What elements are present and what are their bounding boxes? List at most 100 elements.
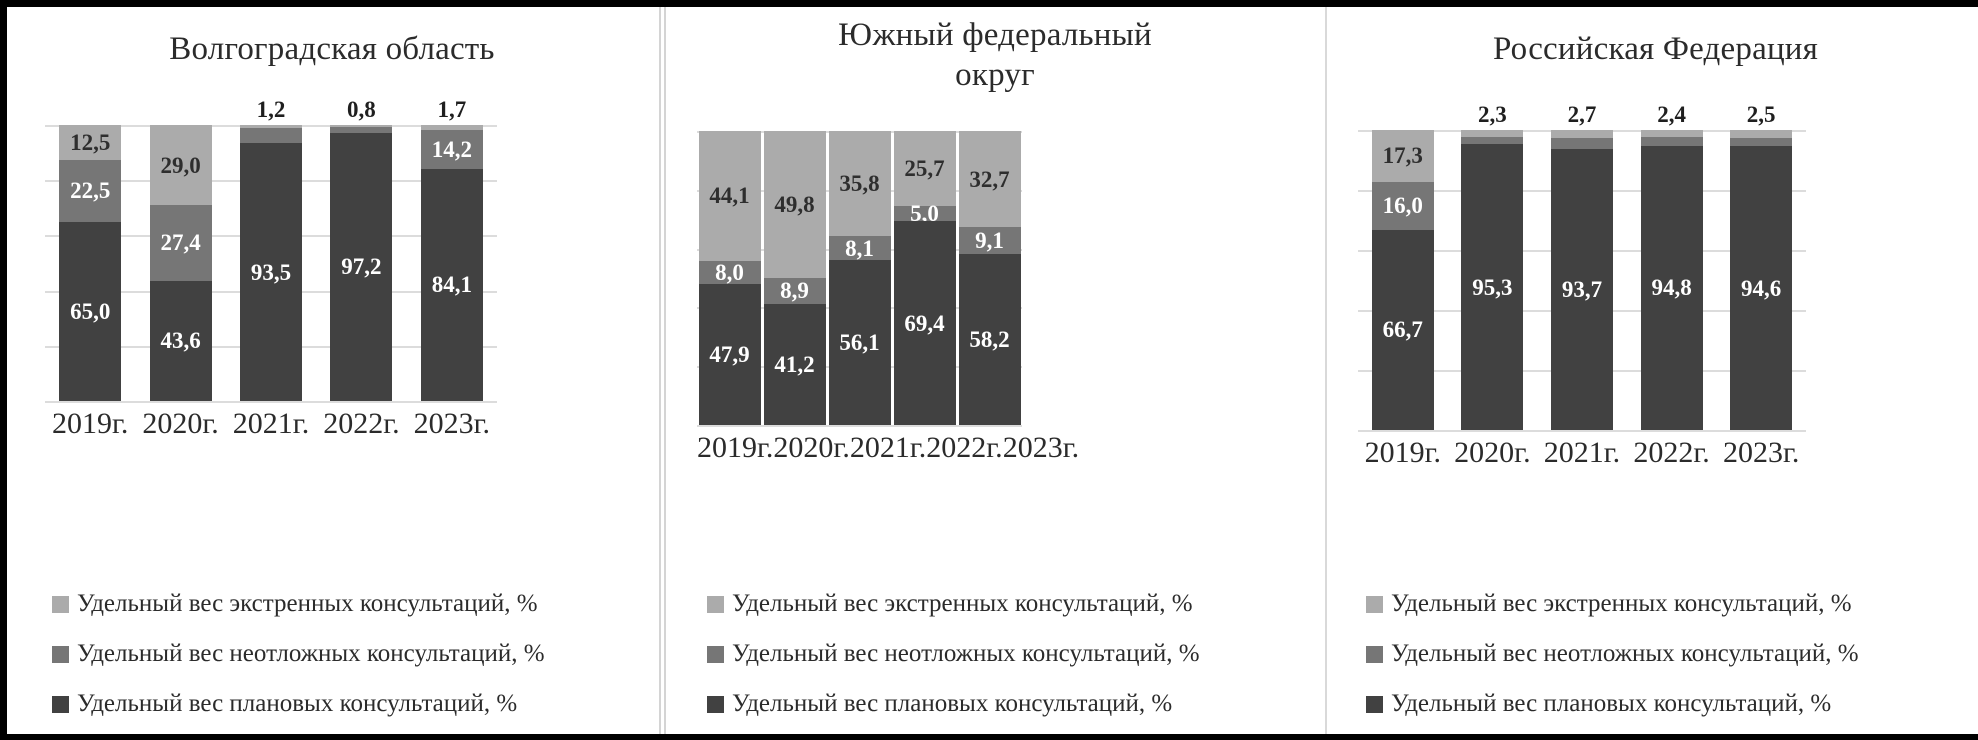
bar-slot: 2,7 3,6 93,7: [1537, 103, 1627, 430]
bar-segment-urgent: 3,6: [1550, 138, 1613, 175]
category-label: 2021г.: [1543, 436, 1621, 469]
bar-segment-planned: 94,6: [1730, 146, 1793, 430]
stacked-bar[interactable]: 49,8 8,9 41,2: [763, 131, 826, 425]
bar-segment-emerg: 12,5: [59, 125, 122, 160]
bar-slot: 17,3 16,0 66,7: [1358, 130, 1448, 430]
legend-item-label: Удельный вес неотложных консультаций, %: [1391, 640, 1859, 667]
bar-segment-urgent: 9,1: [958, 227, 1021, 254]
chart-panel-2: Южный федеральный округ 44,1 8,0 47,9 49,8 8,9…: [669, 7, 1321, 734]
chart-legend-2: Удельный вес экстренных консультаций, % У…: [707, 579, 1200, 729]
stacked-bar[interactable]: 1,7 14,2 84,1: [420, 98, 483, 401]
legend-item-label: Удельный вес экстренных консультаций, %: [732, 590, 1193, 617]
stacked-bar[interactable]: 17,3 16,0 66,7: [1371, 130, 1434, 430]
legend-item-planned[interactable]: Удельный вес плановых консультаций, %: [52, 679, 545, 729]
bar-value-label: 12,5: [70, 129, 111, 155]
stacked-bar[interactable]: 25,7 5,0 69,4: [893, 131, 956, 425]
stacked-bar[interactable]: 2,3 2,4 95,3: [1461, 103, 1524, 430]
bar-value-label: 47,9: [709, 342, 750, 368]
bar-segment-planned: 58,2: [958, 253, 1021, 425]
bar-value-label: 2,7: [1567, 102, 1597, 128]
chart-title-line: Волгоградская область: [169, 31, 495, 67]
bar-slot: 32,7 9,1 58,2: [957, 131, 1022, 425]
bar-segment-emerg: 49,8: [763, 131, 826, 278]
bar-value-label: 43,6: [160, 328, 201, 354]
bar-value-label: 66,7: [1382, 317, 1423, 343]
stacked-bar[interactable]: 1,2 5,4 93,5: [240, 98, 303, 401]
bar-slot: 35,8 8,1 56,1: [827, 131, 892, 425]
bar-segment-planned: 56,1: [828, 260, 891, 425]
category-label: 2022г.: [926, 431, 1003, 464]
bar-segment-emerg: 2,3: [1461, 103, 1524, 137]
stacked-bar[interactable]: 0,82,097,2: [330, 98, 393, 401]
stacked-bar[interactable]: 35,8 8,1 56,1: [828, 131, 891, 425]
bar-value-label: 94,6: [1741, 275, 1782, 301]
legend-item-urgent[interactable]: Удельный вес неотложных консультаций, %: [52, 629, 545, 679]
bar-value-label: 2,5: [1746, 102, 1776, 128]
bar-slot: 12,5 22,5 65,0: [45, 125, 135, 401]
bar-value-label: 41,2: [774, 351, 815, 377]
bar-slot: 2,4 2,8 94,8: [1627, 103, 1717, 430]
legend-item-label: Удельный вес плановых консультаций, %: [732, 690, 1173, 717]
stacked-bar[interactable]: 32,7 9,1 58,2: [958, 131, 1021, 425]
stacked-bar[interactable]: 12,5 22,5 65,0: [59, 125, 122, 401]
category-label: 2020г.: [142, 407, 219, 440]
stacked-bar[interactable]: 2,4 2,8 94,8: [1640, 103, 1703, 430]
category-axis: 2019г. 2020г. 2021г. 2022г. 2023г.: [1358, 436, 1806, 470]
stacked-bar[interactable]: 2,5 2,9 94,6: [1730, 103, 1793, 430]
chart-title-3: Российская Федерация: [1333, 29, 1978, 69]
bar-value-label: 49,8: [774, 192, 815, 218]
legend-item-label: Удельный вес плановых консультаций, %: [1391, 690, 1832, 717]
legend-item-urgent[interactable]: Удельный вес неотложных консультаций, %: [1366, 629, 1859, 679]
bar-value-label: 44,1: [709, 183, 750, 209]
legend-item-emergency[interactable]: Удельный вес экстренных консультаций, %: [707, 579, 1200, 629]
category-label: 2021г.: [232, 407, 310, 440]
bar-segment-emerg: 32,7: [958, 131, 1021, 228]
stacked-bar[interactable]: 29,0 27,4 43,6: [149, 125, 212, 401]
bar-segment-planned: 47,9: [698, 284, 761, 425]
stacked-bar[interactable]: 2,7 3,6 93,7: [1550, 103, 1613, 430]
bar-value-label: 1,7: [437, 97, 467, 123]
chart-panel-3: Российская Федерация 17,3 16,0 66,7 2,3 2,4 95…: [1333, 7, 1978, 734]
bar-segment-planned: 93,5: [240, 143, 303, 401]
legend-item-planned[interactable]: Удельный вес плановых консультаций, %: [707, 679, 1200, 729]
bar-value-label: 14,2: [431, 136, 472, 162]
legend-item-urgent[interactable]: Удельный вес неотложных консультаций, %: [707, 629, 1200, 679]
bar-segment-emerg: 1,7: [420, 98, 483, 130]
bar-segment-planned: 41,2: [763, 303, 826, 425]
category-label: 2021г.: [849, 431, 927, 464]
plot-area-2: 44,1 8,0 47,9 49,8 8,9 41,2 35,8 8,1 56,1 25,7 5,0…: [697, 131, 1022, 427]
bar-segment-urgent: 16,0: [1371, 181, 1434, 230]
bar-segment-emerg: 2,5: [1730, 103, 1793, 138]
bar-segment-emerg: 2,7: [1550, 103, 1613, 139]
bar-slot: 0,82,097,2: [316, 98, 406, 401]
chart-title-2: Южный федеральный округ: [669, 15, 1321, 95]
legend-swatch-urgent-icon: [1366, 645, 1383, 663]
legend-item-emergency[interactable]: Удельный вес экстренных консультаций, %: [1366, 579, 1859, 629]
bar-segment-urgent: 5,0: [893, 202, 956, 225]
legend-item-planned[interactable]: Удельный вес плановых консультаций, %: [1366, 679, 1859, 729]
bar-segment-planned: 97,2: [330, 132, 393, 401]
chart-panels: Волгоградская область 12,5 22,5 65,0 29,0 27,…: [7, 7, 1978, 734]
bar-segment-urgent: 2,4: [1461, 136, 1524, 170]
category-label: 2019г.: [51, 407, 129, 440]
panel-divider-2: [1321, 7, 1333, 734]
bar-value-label: 8,0: [715, 259, 744, 285]
category-label: 2020г.: [773, 431, 850, 464]
bar-value-label: 1,2: [256, 97, 286, 122]
bar-segment-emerg: 44,1: [698, 131, 761, 261]
bar-slot: 29,0 27,4 43,6: [135, 125, 225, 401]
bar-segment-emerg: 17,3: [1371, 130, 1434, 182]
category-label: 2022г.: [323, 407, 400, 440]
legend-item-emergency[interactable]: Удельный вес экстренных консультаций, %: [52, 579, 545, 629]
gridline: [45, 401, 497, 403]
bar-value-label: 32,7: [969, 166, 1010, 192]
chart-legend-1: Удельный вес экстренных консультаций, % У…: [52, 579, 545, 729]
bar-segment-planned: 43,6: [149, 280, 212, 401]
bar-value-label: 2,4: [1657, 102, 1686, 128]
chart-legend-3: Удельный вес экстренных консультаций, % У…: [1366, 579, 1859, 729]
legend-swatch-emergency-icon: [1366, 595, 1383, 613]
bar-segment-emerg: 1,2: [240, 98, 303, 129]
legend-swatch-urgent-icon: [52, 645, 69, 663]
stacked-bar[interactable]: 44,1 8,0 47,9: [698, 131, 761, 425]
